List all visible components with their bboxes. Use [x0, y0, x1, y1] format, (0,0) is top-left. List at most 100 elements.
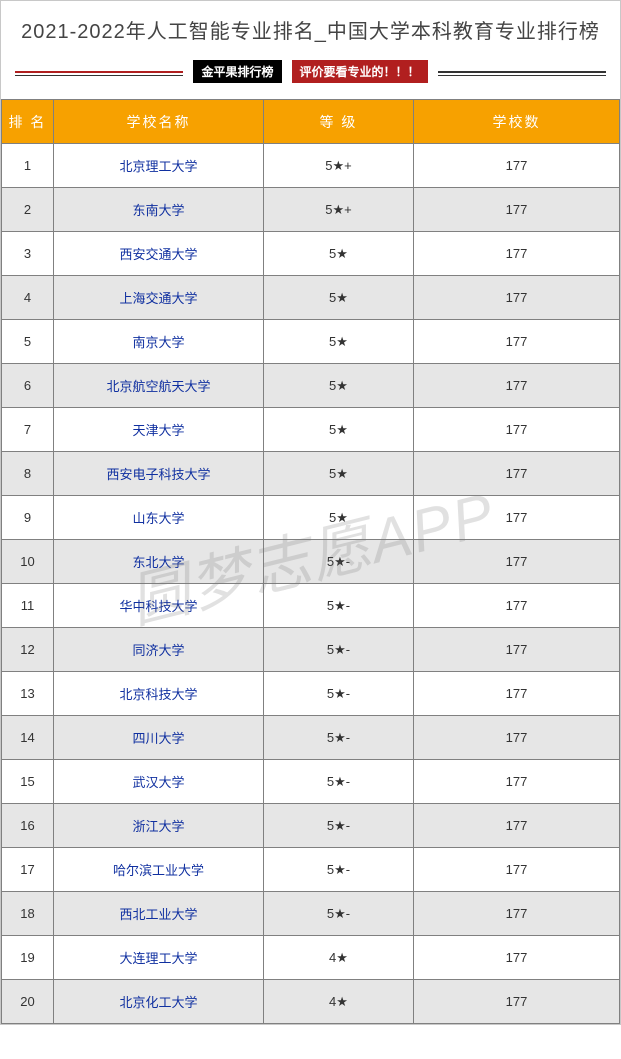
table-row: 16浙江大学5★-177	[2, 804, 620, 848]
table-row: 5南京大学5★177	[2, 320, 620, 364]
cell-rank: 15	[2, 760, 54, 804]
school-link[interactable]: 山东大学	[132, 511, 184, 526]
table-row: 9 山东大学 5★177	[2, 496, 620, 540]
cell-school[interactable]: 西安交通大学	[54, 232, 264, 276]
cell-count: 177	[414, 584, 620, 628]
cell-count: 177	[414, 452, 620, 496]
school-link[interactable]: 四川大学	[132, 731, 184, 746]
cell-school[interactable]: 西北工业大学	[54, 892, 264, 936]
school-link[interactable]: 浙江大学	[132, 819, 184, 834]
school-link[interactable]: 北京航空航天大学	[106, 379, 210, 394]
table-row: 8西安电子科技大学5★177	[2, 452, 620, 496]
cell-rank: 9	[2, 496, 54, 540]
table-row: 3西安交通大学5★177	[2, 232, 620, 276]
cell-grade: 5★	[264, 364, 414, 408]
cell-school[interactable]: 南京大学	[54, 320, 264, 364]
cell-rank: 19	[2, 936, 54, 980]
cell-rank: 12	[2, 628, 54, 672]
cell-rank: 20	[2, 980, 54, 1024]
school-link[interactable]: 东南大学	[132, 203, 184, 218]
cell-rank: 7	[2, 408, 54, 452]
cell-count: 177	[414, 496, 620, 540]
cell-grade: 5★-	[264, 584, 414, 628]
cell-grade: 5★	[264, 496, 414, 540]
cell-school[interactable]: 东北大学	[54, 540, 264, 584]
cell-school[interactable]: 同济大学	[54, 628, 264, 672]
cell-count: 177	[414, 760, 620, 804]
school-link[interactable]: 大连理工大学	[119, 951, 197, 966]
cell-grade: 5★+	[264, 144, 414, 188]
col-header-count: 学校数	[414, 100, 620, 144]
table-row: 15武汉大学5★-177	[2, 760, 620, 804]
cell-grade: 5★-	[264, 540, 414, 584]
cell-rank: 16	[2, 804, 54, 848]
cell-school[interactable]: 上海交通大学	[54, 276, 264, 320]
cell-rank: 18	[2, 892, 54, 936]
cell-grade: 5★-	[264, 716, 414, 760]
decor-line-left	[15, 71, 183, 73]
school-link[interactable]: 北京化工大学	[119, 995, 197, 1010]
cell-school[interactable]: 西安电子科技大学	[54, 452, 264, 496]
cell-grade: 5★+	[264, 188, 414, 232]
cell-school[interactable]: 北京科技大学	[54, 672, 264, 716]
cell-school[interactable]: 四川大学	[54, 716, 264, 760]
cell-grade: 5★-	[264, 628, 414, 672]
cell-rank: 1	[2, 144, 54, 188]
school-link[interactable]: 东北大学	[132, 555, 184, 570]
banner: 金平果排行榜 评价要看专业的！！！	[1, 54, 620, 99]
school-link[interactable]: 武汉大学	[132, 775, 184, 790]
table-row: 14四川大学5★-177	[2, 716, 620, 760]
school-link[interactable]: 北京理工大学	[119, 159, 197, 174]
ranking-container: 2021-2022年人工智能专业排名_中国大学本科教育专业排行榜 金平果排行榜 …	[0, 0, 621, 1025]
cell-school[interactable]: 哈尔滨工业大学	[54, 848, 264, 892]
table-row: 1 北京理工大学 5★+177	[2, 144, 620, 188]
table-row: 6北京航空航天大学5★177	[2, 364, 620, 408]
cell-rank: 17	[2, 848, 54, 892]
school-link[interactable]: 南京大学	[132, 335, 184, 350]
cell-rank: 5	[2, 320, 54, 364]
table-row: 18 西北工业大学 5★-177	[2, 892, 620, 936]
cell-school[interactable]: 山东大学	[54, 496, 264, 540]
school-link[interactable]: 西安交通大学	[119, 247, 197, 262]
cell-count: 177	[414, 716, 620, 760]
cell-count: 177	[414, 540, 620, 584]
cell-school[interactable]: 北京理工大学	[54, 144, 264, 188]
cell-school[interactable]: 华中科技大学	[54, 584, 264, 628]
table-row: 13北京科技大学5★-177	[2, 672, 620, 716]
school-link[interactable]: 哈尔滨工业大学	[113, 863, 204, 878]
cell-grade: 4★	[264, 936, 414, 980]
school-link[interactable]: 同济大学	[132, 643, 184, 658]
col-header-rank: 排 名	[2, 100, 54, 144]
cell-school[interactable]: 东南大学	[54, 188, 264, 232]
cell-grade: 5★-	[264, 892, 414, 936]
cell-grade: 5★	[264, 232, 414, 276]
school-link[interactable]: 上海交通大学	[119, 291, 197, 306]
school-link[interactable]: 西安电子科技大学	[106, 467, 210, 482]
cell-grade: 5★-	[264, 672, 414, 716]
cell-school[interactable]: 北京化工大学	[54, 980, 264, 1024]
cell-school[interactable]: 天津大学	[54, 408, 264, 452]
table-row: 11华中科技大学5★-177	[2, 584, 620, 628]
badge-source: 金平果排行榜	[193, 60, 281, 83]
school-link[interactable]: 天津大学	[132, 423, 184, 438]
cell-count: 177	[414, 232, 620, 276]
cell-grade: 5★	[264, 408, 414, 452]
school-link[interactable]: 华中科技大学	[119, 599, 197, 614]
school-link[interactable]: 西北工业大学	[119, 907, 197, 922]
cell-school[interactable]: 大连理工大学	[54, 936, 264, 980]
cell-count: 177	[414, 320, 620, 364]
cell-rank: 10	[2, 540, 54, 584]
cell-count: 177	[414, 804, 620, 848]
badge-slogan: 评价要看专业的！！！	[292, 60, 428, 83]
cell-count: 177	[414, 848, 620, 892]
cell-school[interactable]: 武汉大学	[54, 760, 264, 804]
cell-grade: 5★	[264, 276, 414, 320]
table-row: 2东南大学5★+177	[2, 188, 620, 232]
cell-count: 177	[414, 892, 620, 936]
cell-rank: 13	[2, 672, 54, 716]
cell-school[interactable]: 浙江大学	[54, 804, 264, 848]
school-link[interactable]: 北京科技大学	[119, 687, 197, 702]
cell-school[interactable]: 北京航空航天大学	[54, 364, 264, 408]
cell-count: 177	[414, 144, 620, 188]
cell-count: 177	[414, 188, 620, 232]
